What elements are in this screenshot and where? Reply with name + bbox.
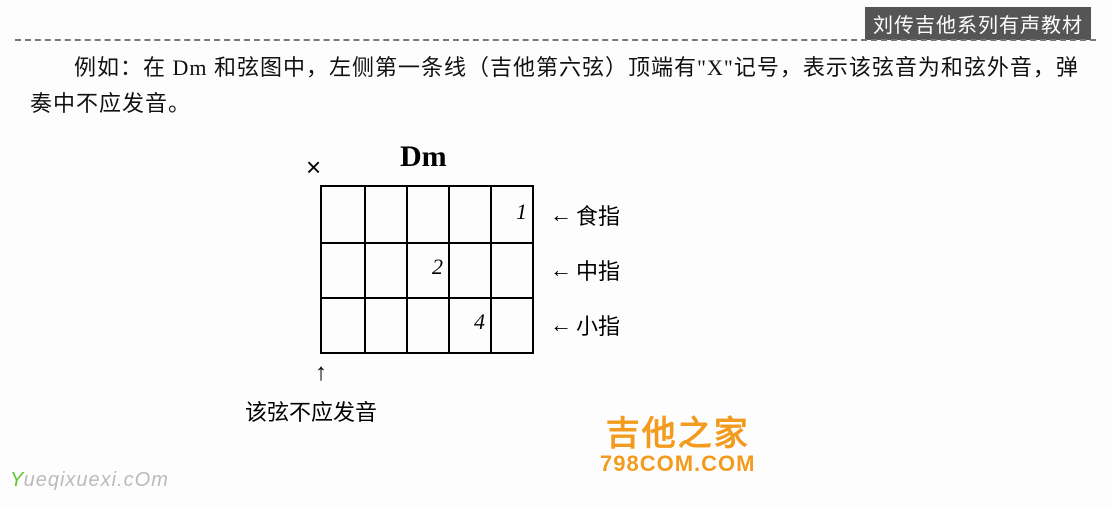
- grid-hline: [322, 242, 532, 244]
- watermark-left: Yueqixuexi.cOm: [10, 469, 169, 492]
- watermark-left-rest: ueqixuexi.cOm: [24, 469, 169, 491]
- finger-label: ←中指: [550, 254, 620, 286]
- grid-vline: [364, 187, 366, 352]
- finger-label-text: 小指: [576, 309, 620, 341]
- finger-label: ←食指: [550, 199, 620, 231]
- arrow-left-icon: ←: [550, 257, 572, 283]
- grid-vline: [406, 187, 408, 352]
- bottom-arrow-icon: ↑: [315, 360, 327, 387]
- paragraph-text: 例如：在 Dm 和弦图中，左侧第一条线（吉他第六弦）顶端有"X"记号，表示该弦音…: [30, 50, 1081, 122]
- arrow-left-icon: ←: [550, 312, 572, 338]
- grid-hline: [322, 297, 532, 299]
- arrow-left-icon: ←: [550, 202, 572, 228]
- header-banner: 刘传吉他系列有声教材: [865, 7, 1091, 40]
- divider: [15, 38, 1096, 41]
- finger-label-text: 食指: [576, 199, 620, 231]
- chord-grid: [320, 185, 534, 354]
- chord-name: Dm: [400, 140, 447, 174]
- finger-label: ←小指: [550, 309, 620, 341]
- watermark-title: 吉他之家: [600, 406, 755, 455]
- mute-mark: ×: [306, 152, 321, 183]
- grid-vline: [490, 187, 492, 352]
- watermark-center: 吉他之家 798COM.COM: [600, 406, 755, 477]
- finger-number: 1: [516, 199, 527, 225]
- finger-label-text: 中指: [576, 254, 620, 286]
- grid-vline: [448, 187, 450, 352]
- bottom-note: 该弦不应发音: [245, 395, 377, 427]
- finger-number: 4: [474, 309, 485, 335]
- finger-number: 2: [432, 254, 443, 280]
- watermark-url: 798COM.COM: [600, 451, 755, 477]
- watermark-left-y: Y: [10, 469, 24, 491]
